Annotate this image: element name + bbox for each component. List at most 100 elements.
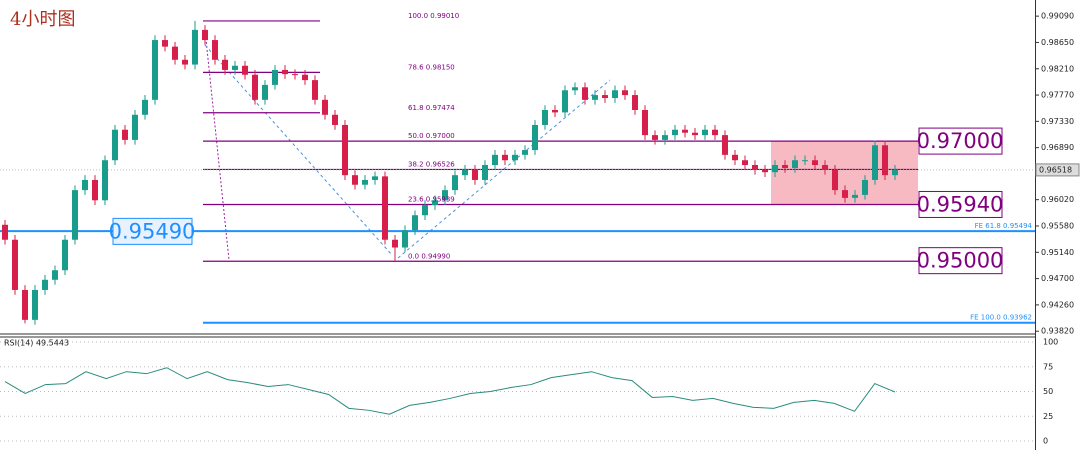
y-tick-label: 0.95140 (1041, 248, 1074, 257)
level-box-label: 0.95000 (917, 249, 1004, 273)
y-tick-label: 0.96890 (1041, 143, 1074, 152)
candle-body (162, 40, 168, 47)
candle-body (802, 160, 808, 162)
candle-body (12, 239, 18, 290)
candle-body (862, 179, 868, 195)
y-tick-label: 0.97330 (1041, 117, 1074, 126)
candle-body (312, 80, 318, 100)
candle-body (392, 239, 398, 248)
level-box-label: 0.95940 (917, 192, 1004, 216)
rsi-tick-label: 25 (1043, 412, 1053, 421)
candle-body (362, 179, 368, 185)
candle-body (2, 224, 8, 240)
candle-body (232, 65, 238, 70)
candle-body (492, 154, 498, 166)
candle-body (762, 169, 768, 173)
candle-body (322, 99, 328, 115)
candle-body (832, 169, 838, 191)
candle-body (702, 129, 708, 136)
candle-body (192, 29, 198, 65)
candle-body (622, 90, 628, 96)
candle-body (182, 59, 188, 65)
level-box (918, 247, 1003, 275)
candle-body (222, 59, 228, 70)
chart-title: 4小时图 (10, 9, 75, 30)
candle-body (842, 190, 848, 198)
candle-body (562, 90, 568, 113)
y-tick-label: 0.96020 (1041, 195, 1074, 204)
rsi-tick-label: 0 (1043, 437, 1048, 446)
candle-body (142, 99, 148, 115)
candle-body (262, 84, 268, 100)
y-tick-label: 0.95580 (1041, 221, 1074, 230)
candle-body (202, 29, 208, 41)
candle-body (342, 124, 348, 176)
candle-body (302, 74, 308, 81)
candle-body (422, 205, 428, 216)
axis-layer: 0.99090 0.98650 0.98210 0.97770 0.97330 0.968… (0, 12, 1080, 446)
fib-label: 38.2 0.96526 (408, 160, 455, 168)
candle-body (212, 40, 218, 60)
y-tick-label: 0.99090 (1041, 12, 1074, 21)
candle-body (682, 129, 688, 133)
expansion-label: FE 100.0 0.93962 (970, 314, 1032, 322)
fib-label: 61.8 0.97474 (408, 104, 455, 112)
candle-body (92, 179, 98, 201)
candle-body (542, 110, 548, 125)
trend-dash (204, 44, 393, 256)
y-tick-label: 0.94260 (1041, 300, 1074, 309)
y-tick-label: 0.98650 (1041, 38, 1074, 47)
candle-body (432, 200, 438, 206)
fib-anchor-line (204, 29, 230, 261)
candle-body (512, 154, 518, 161)
candle-body (462, 169, 468, 176)
candle-body (612, 90, 618, 99)
candle-body (332, 114, 338, 125)
candle-body (602, 95, 608, 99)
candle-body (752, 165, 758, 170)
candle-body (472, 169, 478, 180)
last-price-tag (1035, 163, 1080, 177)
candle-body (652, 135, 658, 140)
rsi-tick-label: 100 (1043, 338, 1058, 347)
level-box (918, 190, 1003, 218)
candle-body (642, 110, 648, 136)
y-tick-label: 0.98210 (1041, 64, 1074, 73)
rsi-line (4, 367, 896, 415)
candle-body (132, 114, 138, 140)
y-tick-label: 0.94700 (1041, 274, 1074, 283)
candle-body (812, 160, 818, 166)
candle-body (482, 165, 488, 180)
candle-body (452, 175, 458, 191)
candle-body (632, 95, 638, 111)
candle-body (272, 69, 278, 85)
candle-body (592, 95, 598, 100)
rsi-tick-label: 50 (1043, 387, 1053, 396)
candle-body (72, 190, 78, 240)
candle-body (82, 179, 88, 191)
candle-body (22, 289, 28, 320)
rsi-tick-label: 75 (1043, 362, 1053, 371)
level-box-label: 0.97000 (917, 129, 1004, 153)
fib-label: 0.0 0.94990 (408, 252, 450, 260)
candle-body (152, 40, 158, 100)
candle-body (32, 289, 38, 320)
candle-body (442, 190, 448, 201)
candle-body (122, 129, 128, 140)
candle-body (352, 175, 358, 185)
candle-body (852, 194, 858, 198)
candle-body (172, 46, 178, 60)
candle-body (732, 154, 738, 161)
level-box (918, 127, 1003, 155)
candle-layer (2, 20, 898, 325)
candle-body (282, 69, 288, 75)
candle-body (722, 135, 728, 155)
y-tick-label: 0.97770 (1041, 91, 1074, 100)
candle-body (62, 239, 68, 271)
candle-body (872, 145, 878, 180)
label-layer: 100.0 0.99010 78.6 0.98150 61.8 0.97474 50.… (109, 12, 1033, 322)
candle-body (552, 110, 558, 113)
candle-body (892, 169, 898, 176)
candle-body (672, 129, 678, 136)
